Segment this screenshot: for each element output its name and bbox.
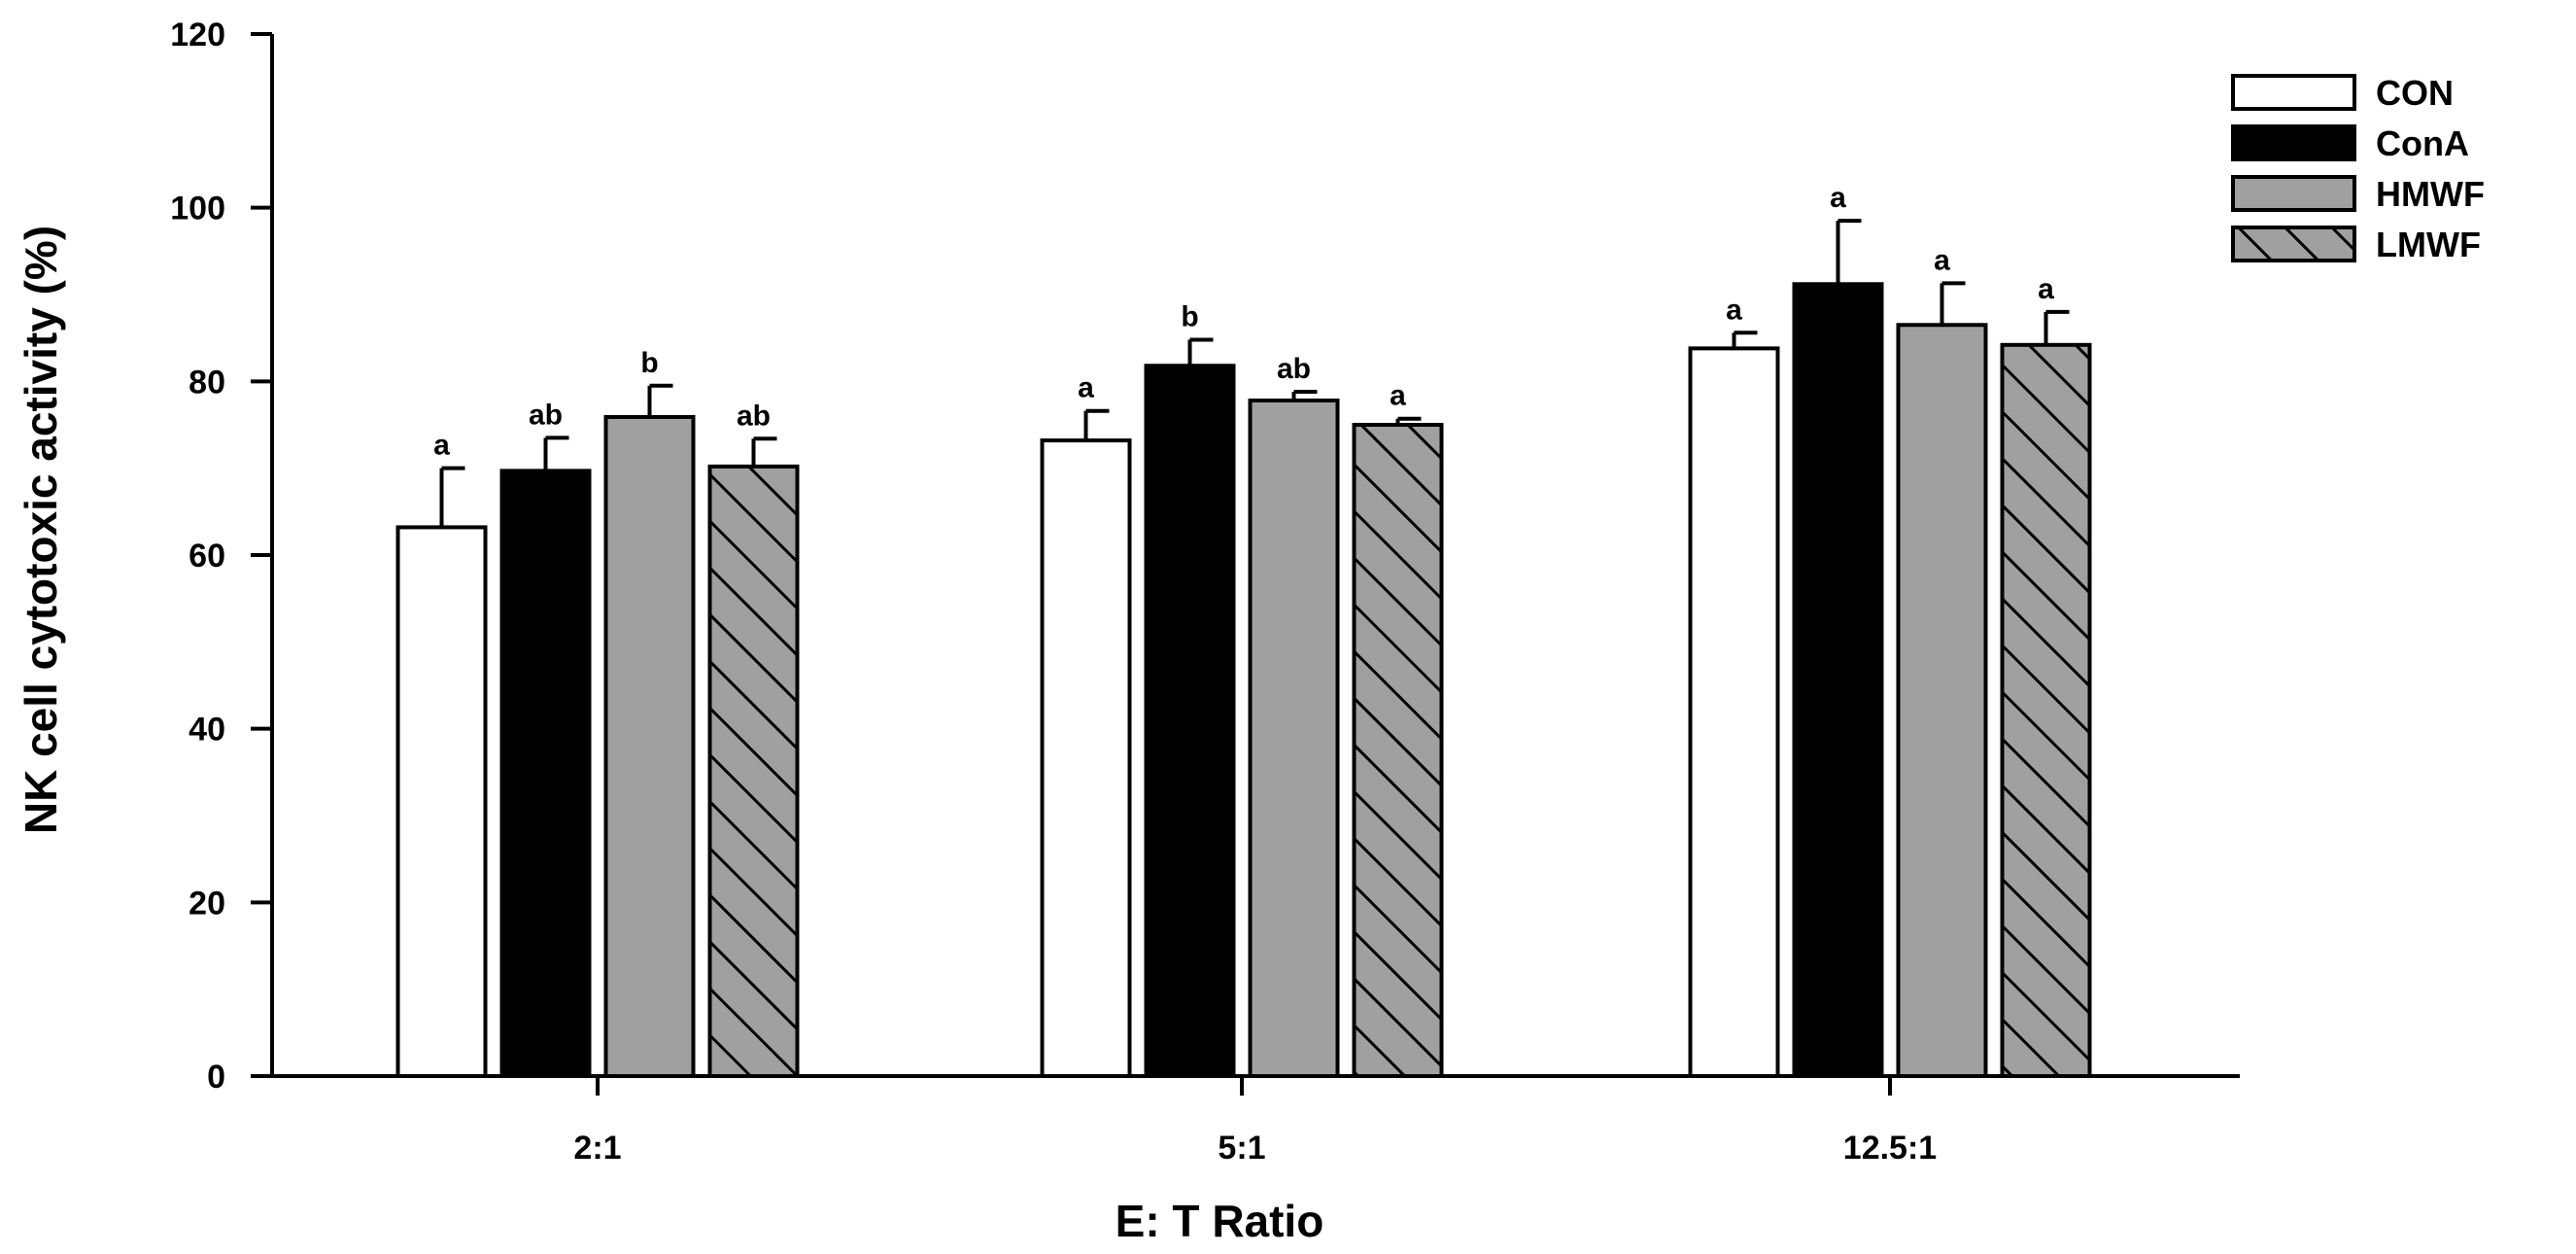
y-tick-label: 40: [189, 712, 225, 749]
significance-label: b: [1181, 300, 1198, 332]
x-axis-title: E: T Ratio: [1116, 1196, 1324, 1246]
significance-label: a: [2038, 273, 2054, 305]
significance-label: b: [640, 347, 658, 379]
legend-swatch-con: [2231, 74, 2356, 111]
plot-area: 0204060801001202:1aabbab5:1ababa12.5:1aa…: [170, 17, 2240, 1167]
significance-label: ab: [1277, 353, 1311, 385]
y-tick-label: 120: [170, 17, 225, 53]
bar-hmwf: [1896, 323, 1988, 1078]
x-tick-label: 5:1: [1218, 1130, 1265, 1167]
significance-label: ab: [737, 400, 771, 432]
significance-label: a: [1390, 380, 1406, 412]
legend-swatch-lmwf: [2231, 226, 2356, 262]
x-tick-label: 2:1: [573, 1130, 621, 1167]
bar-lmwf: [707, 464, 800, 1078]
bar-con: [1040, 438, 1132, 1078]
significance-label: a: [1726, 294, 1742, 326]
bar-con: [1688, 346, 1780, 1078]
significance-label: a: [1934, 244, 1950, 276]
y-axis-title: NK cell cytotoxic activity (%): [16, 226, 66, 834]
significance-label: a: [433, 430, 450, 462]
bar-lmwf: [2000, 342, 2092, 1078]
y-tick-label: 80: [189, 364, 225, 401]
y-tick-label: 20: [189, 885, 225, 922]
bar-cona: [499, 469, 592, 1078]
legend: CON ConA HMWF LMWF: [2231, 73, 2485, 264]
bar-con: [395, 525, 488, 1078]
y-tick-label: 0: [207, 1059, 225, 1096]
bar-cona: [1144, 364, 1236, 1078]
significance-label: a: [1078, 372, 1094, 404]
significance-label: ab: [529, 399, 563, 431]
legend-label-cona: ConA: [2376, 123, 2469, 163]
legend-swatch-cona: [2231, 124, 2356, 161]
y-tick-label: 100: [170, 191, 225, 227]
bar-cona: [1792, 282, 1884, 1078]
bar-hmwf: [1248, 398, 1340, 1078]
legend-label-hmwf: HMWF: [2376, 174, 2485, 214]
significance-label: a: [1830, 182, 1846, 214]
bar-lmwf: [1352, 423, 1444, 1078]
x-tick-label: 12.5:1: [1843, 1130, 1937, 1167]
bar-hmwf: [603, 414, 696, 1078]
legend-label-lmwf: LMWF: [2376, 225, 2481, 264]
y-tick-label: 60: [189, 538, 225, 575]
legend-swatch-hmwf: [2231, 175, 2356, 212]
legend-label-con: CON: [2376, 73, 2454, 113]
